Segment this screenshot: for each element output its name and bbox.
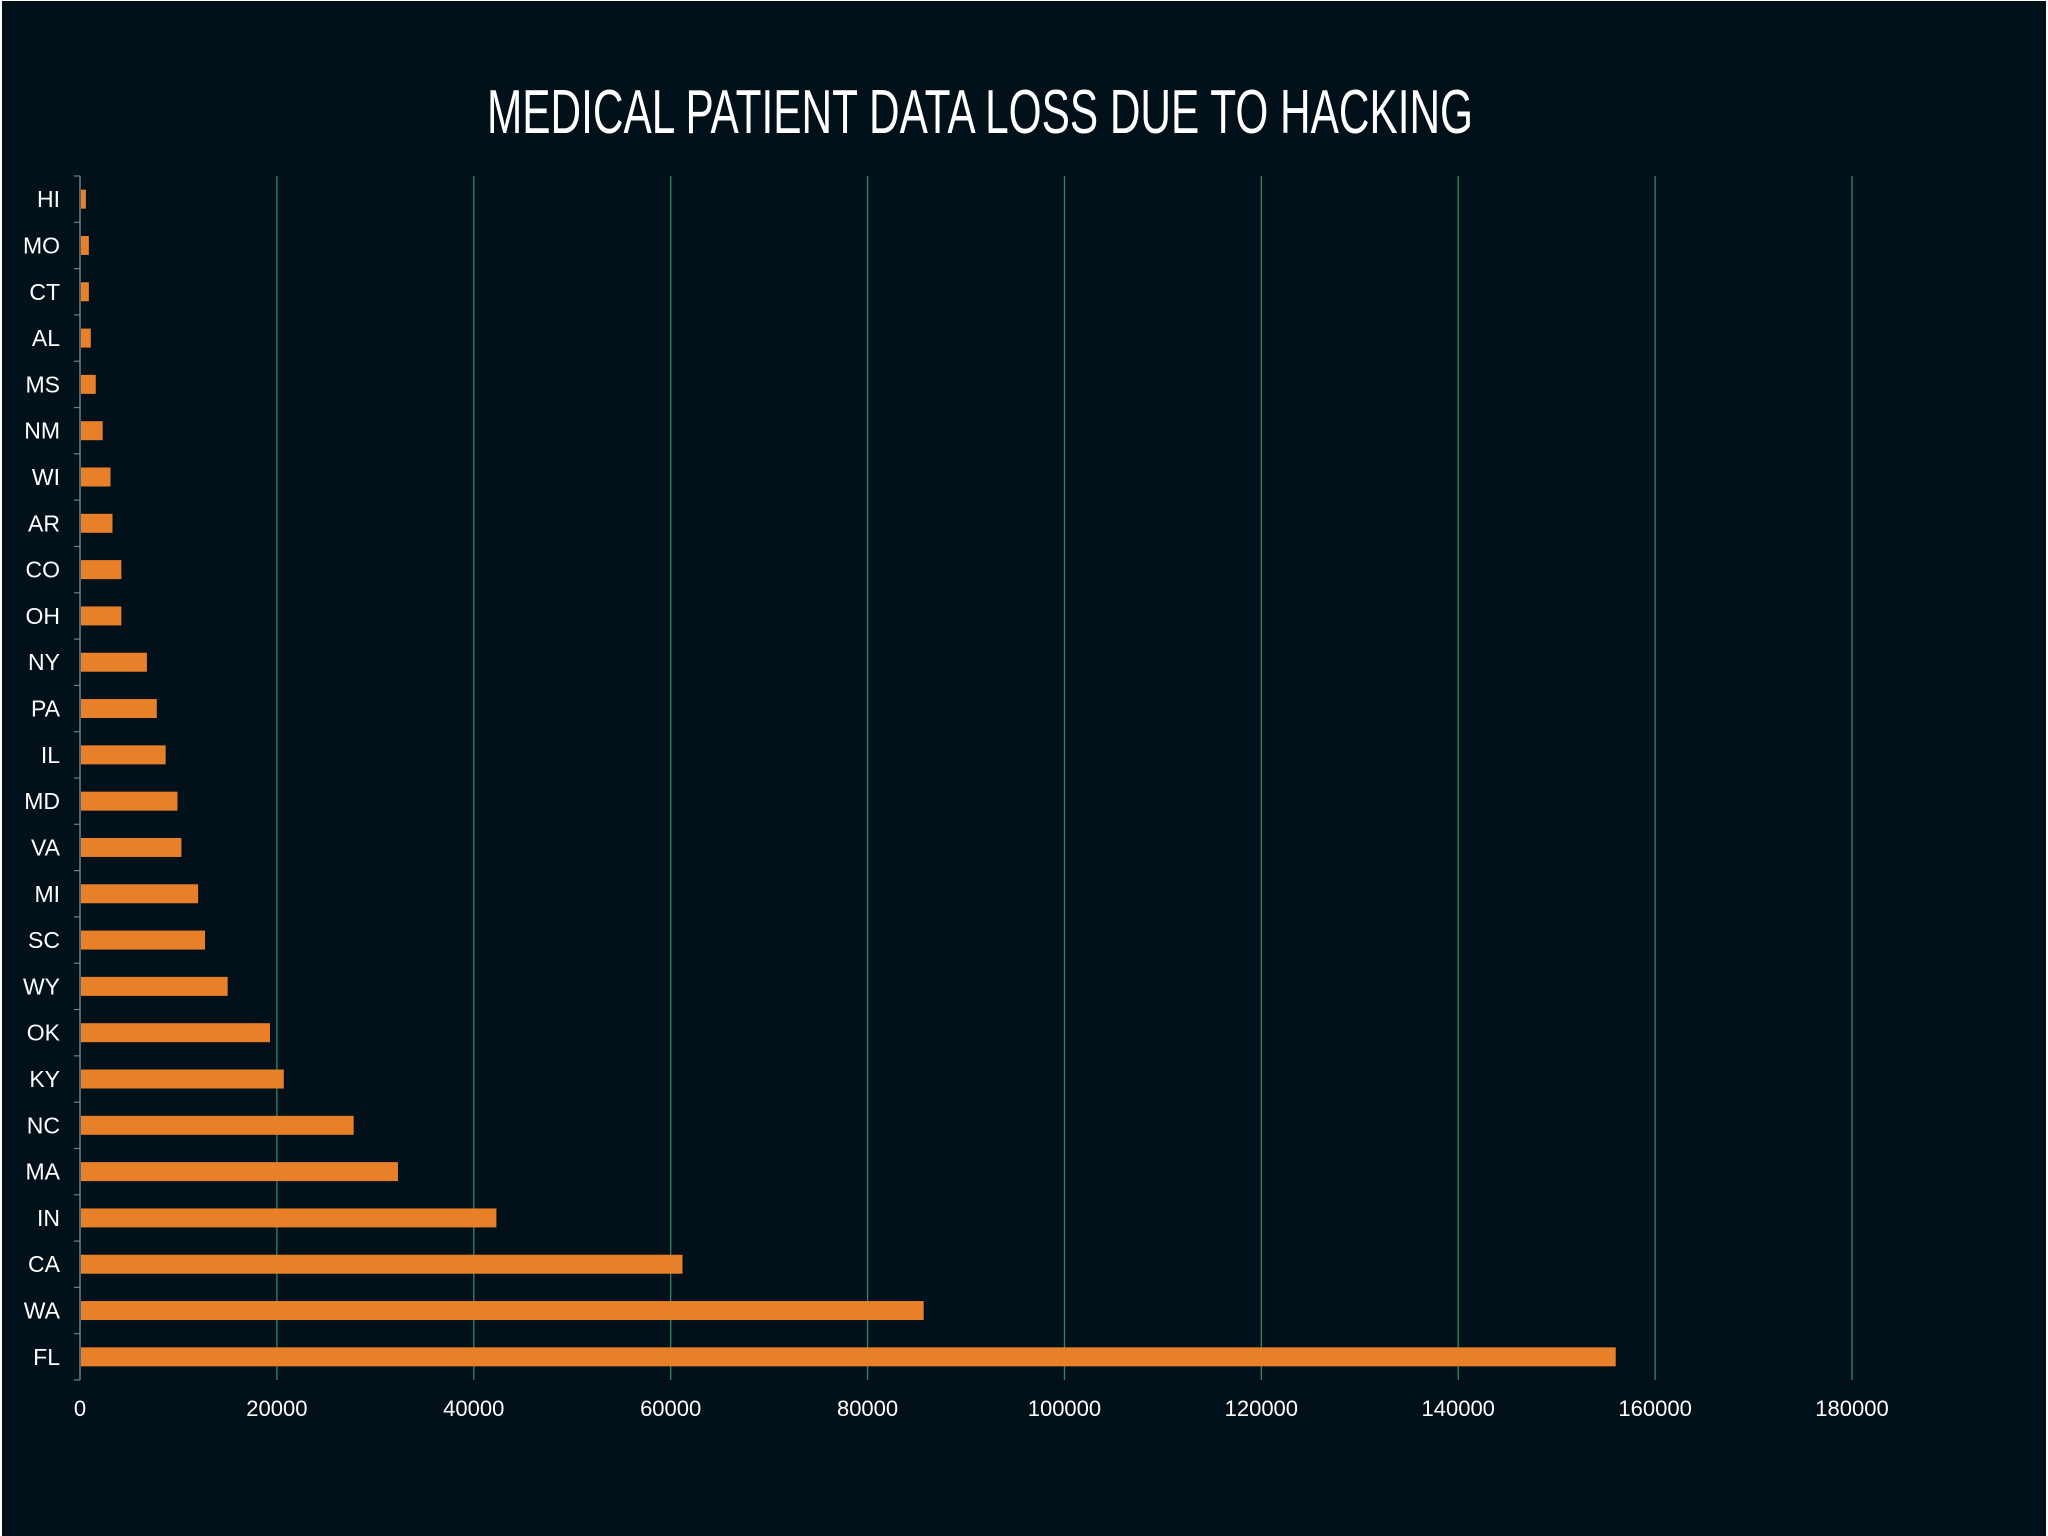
chart-title: MEDICAL PATIENT DATA LOSS DUE TO HACKING — [487, 78, 1473, 147]
category-label: KY — [29, 1066, 60, 1092]
x-tick-label: 80000 — [837, 1396, 898, 1421]
bar-ca — [81, 1254, 683, 1274]
category-label: AL — [32, 325, 60, 351]
bar-mo — [81, 235, 89, 255]
x-tick-labels: 0 20000 40000 60000 80000 100000 120000 140000 1… — [74, 1396, 1889, 1421]
bar-in — [81, 1208, 497, 1228]
bar-co — [81, 560, 122, 580]
x-tick-label: 140000 — [1422, 1396, 1495, 1421]
bar-ma — [81, 1162, 398, 1182]
x-tick-label: 180000 — [1815, 1396, 1888, 1421]
category-label: CT — [29, 279, 60, 305]
y-axis — [74, 175, 81, 1381]
bar-nc — [81, 1115, 354, 1135]
category-label: IN — [37, 1205, 60, 1231]
bar-ok — [81, 1023, 270, 1043]
category-label: NM — [24, 418, 60, 444]
category-label: AR — [28, 510, 60, 536]
category-label: FL — [33, 1344, 60, 1370]
bar-oh — [81, 606, 122, 626]
category-label: IL — [41, 742, 60, 768]
bar-sc — [81, 930, 206, 950]
category-label: CO — [26, 557, 61, 583]
bar-wi — [81, 467, 111, 487]
bar-md — [81, 791, 178, 811]
category-label: SC — [28, 927, 60, 953]
category-label: WA — [24, 1298, 61, 1324]
bar-ny — [81, 652, 147, 672]
category-label: MO — [23, 232, 60, 258]
bar-ky — [81, 1069, 284, 1089]
category-label: NC — [27, 1112, 60, 1138]
category-label: MA — [26, 1159, 61, 1185]
bar-ms — [81, 374, 96, 394]
x-tick-label: 40000 — [443, 1396, 504, 1421]
category-label: NY — [28, 649, 60, 675]
bar-al — [81, 328, 91, 348]
category-label: OK — [27, 1020, 61, 1046]
x-tick-label: 0 — [74, 1396, 86, 1421]
category-label: WY — [23, 973, 60, 999]
category-label: MS — [26, 371, 61, 397]
category-label: HI — [37, 186, 60, 212]
bar-il — [81, 745, 166, 765]
x-tick-label: 100000 — [1028, 1396, 1101, 1421]
bar-va — [81, 837, 182, 857]
category-label: CA — [28, 1251, 61, 1277]
category-label: PA — [31, 696, 61, 722]
x-tick-label: 20000 — [246, 1396, 307, 1421]
category-label: WI — [32, 464, 60, 490]
bar-pa — [81, 699, 157, 719]
bar-mi — [81, 884, 199, 904]
category-label: OH — [26, 603, 61, 629]
category-labels: FL WA CA IN MA NC KY OK WY SC MI VA MD IL PA NY OH CO AR WI… — [23, 186, 61, 1370]
category-label: MI — [34, 881, 60, 907]
bar-hi — [81, 189, 86, 209]
category-label: VA — [31, 834, 61, 860]
bar-nm — [81, 421, 103, 441]
bar-fl — [81, 1347, 1616, 1367]
bar-ar — [81, 513, 113, 533]
x-tick-label: 60000 — [640, 1396, 701, 1421]
bar-wy — [81, 976, 228, 996]
gridlines — [276, 176, 1853, 1380]
bar-wa — [81, 1301, 924, 1321]
bar-ct — [81, 282, 89, 302]
category-label: MD — [24, 788, 60, 814]
bars — [81, 189, 1616, 1367]
x-tick-label: 120000 — [1225, 1396, 1298, 1421]
x-tick-label: 160000 — [1618, 1396, 1691, 1421]
